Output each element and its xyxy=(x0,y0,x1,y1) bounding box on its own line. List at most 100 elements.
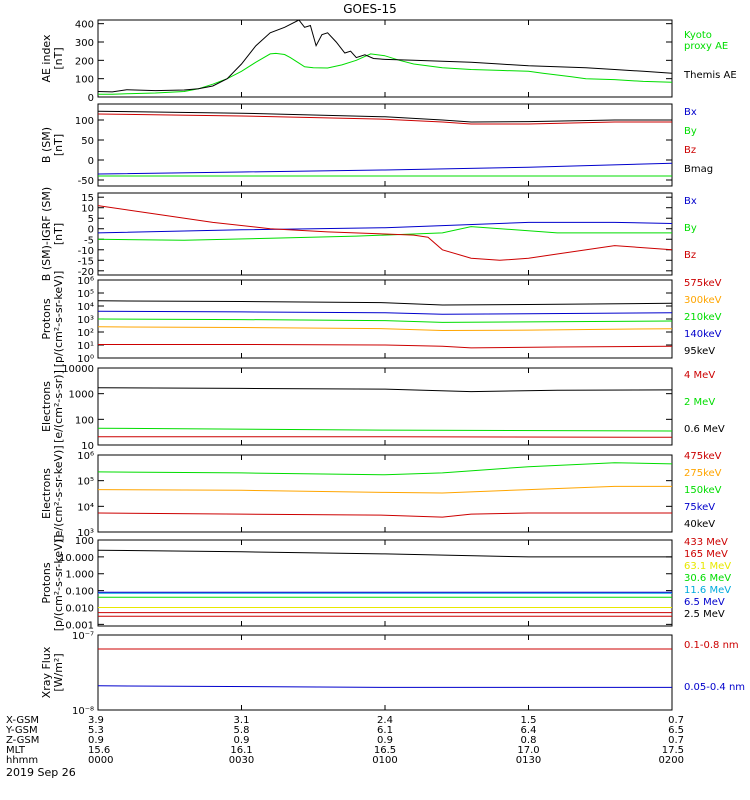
legend-entry: 63.1 MeV xyxy=(684,561,731,572)
legend-entry: Bx xyxy=(684,107,697,118)
time-row-value: 0.9 xyxy=(234,735,250,746)
y-tick-label: -15 xyxy=(78,256,94,267)
y-tick-label: 10¹ xyxy=(77,341,94,352)
series-line xyxy=(97,300,673,306)
legend-entry: 300keV xyxy=(684,295,722,306)
time-row-label: MLT xyxy=(6,745,26,756)
time-row-value: 0.8 xyxy=(521,735,537,746)
legend-entry: 210keV xyxy=(684,312,722,323)
time-row-value: 0030 xyxy=(229,755,254,766)
panel-8: 10⁻⁸ 10⁻⁷ Xray Flux [W/m²] 0.1-0.8 nm 0.05-0.… xyxy=(40,631,745,717)
figure-date: 2019 Sep 26 xyxy=(6,766,76,779)
time-row-value: 0200 xyxy=(659,755,684,766)
y-tick-label: 10⁵ xyxy=(77,477,94,488)
series-line xyxy=(97,310,673,315)
legend-entry: 575keV xyxy=(684,278,722,289)
y-tick-label: 50 xyxy=(81,136,94,147)
series-line xyxy=(97,226,672,241)
y-tick-label: 10⁴ xyxy=(77,502,94,513)
y-tick-label: -20 xyxy=(78,267,94,278)
legend-entry: 165 MeV xyxy=(684,549,728,560)
time-row-value: 5.8 xyxy=(234,725,250,736)
y-tick-label: 10⁻⁸ xyxy=(72,706,94,717)
legend-entry: 275keV xyxy=(684,468,722,479)
y-axis-label: [e/(cm²-s-sr)] xyxy=(52,370,65,443)
time-row-value: 0.9 xyxy=(88,735,104,746)
y-axis-label: [p/(cm²-s-sr-keV)] xyxy=(52,535,65,632)
y-tick-label: 10000 xyxy=(62,364,94,375)
legend-entry: 4 MeV xyxy=(684,370,715,381)
legend-entry: 95keV xyxy=(684,346,715,357)
legend-entry: By xyxy=(684,223,697,234)
y-tick-label: 200 xyxy=(75,56,94,67)
time-row-value: 17.0 xyxy=(517,745,539,756)
series-line xyxy=(97,462,673,476)
legend-entry: Themis AE xyxy=(683,70,737,81)
y-tick-label: 400 xyxy=(75,20,94,31)
y-tick-label: 15 xyxy=(81,193,94,204)
y-tick-label: 10⁻⁷ xyxy=(72,631,94,642)
y-axis-label: [nT] xyxy=(52,134,65,156)
legend-entry: 0.1-0.8 nm xyxy=(684,640,739,651)
series-line xyxy=(98,436,673,438)
legend-entry: 2 MeV xyxy=(684,397,715,408)
y-tick-label: 1.000 xyxy=(65,570,94,581)
y-tick-label: 10³ xyxy=(77,315,94,326)
series-line xyxy=(97,19,386,93)
y-tick-label: 10⁶ xyxy=(77,451,94,462)
panel-frame xyxy=(97,634,673,711)
series-line xyxy=(384,55,673,83)
time-row-value: 0.7 xyxy=(668,735,684,746)
series-line xyxy=(97,221,673,234)
time-row-value: 17.5 xyxy=(662,745,684,756)
series-line xyxy=(97,110,672,123)
y-tick-label: 10.000 xyxy=(59,553,94,564)
time-row-value: 3.1 xyxy=(234,715,250,726)
y-tick-label: 10⁴ xyxy=(77,302,94,313)
y-axis-label: B (SM) xyxy=(40,127,53,163)
panel-4: 10⁰ 10¹ 10² 10³ 10⁴ 10⁵ 10⁶ Protons [p/(cm²-s-sr… xyxy=(40,271,722,368)
y-axis-label: [W/m²] xyxy=(52,653,65,691)
series-line xyxy=(97,549,672,558)
time-row-value: 15.6 xyxy=(88,745,110,756)
legend-entry: 0.05-0.4 nm xyxy=(684,682,745,693)
panel-frame xyxy=(97,367,673,446)
series-line xyxy=(384,58,673,74)
y-tick-label: 0.001 xyxy=(65,620,94,631)
y-tick-label: -5 xyxy=(84,235,94,246)
y-tick-label: -10 xyxy=(78,246,94,257)
time-row-value: 0000 xyxy=(88,755,113,766)
legend-entry: Bx xyxy=(684,196,697,207)
y-tick-label: 10⁰ xyxy=(77,354,94,365)
y-tick-label: 10⁵ xyxy=(77,289,94,300)
y-tick-label: 0 xyxy=(88,156,94,167)
y-tick-label: 10⁶ xyxy=(77,276,94,287)
legend-entry: By xyxy=(684,126,697,137)
y-tick-label: 10² xyxy=(77,328,94,339)
y-axis-label: [nT] xyxy=(52,47,65,69)
series-line xyxy=(97,113,672,125)
panel-2: -50 0 50 100 B (SM) [nT] Bx By Bz Bmag xyxy=(40,103,713,187)
y-tick-label: 10 xyxy=(81,441,94,452)
y-tick-label: 10 xyxy=(81,204,94,215)
legend-entry: 150keV xyxy=(684,485,722,496)
panel-1: 0 100 200 300 400 AE index [nT] Kyoto proxy AE Th… xyxy=(40,19,737,104)
y-tick-label: 0 xyxy=(88,93,94,104)
y-axis-label: Protons xyxy=(40,298,53,339)
y-axis-label: Xray Flux xyxy=(40,646,53,698)
series-line xyxy=(97,485,672,494)
legend-entry: 11.6 MeV xyxy=(684,585,731,596)
series-line xyxy=(97,685,672,688)
legend-entry: 475keV xyxy=(684,451,722,462)
y-axis-label: AE index xyxy=(40,34,53,83)
y-axis-label: [e/(cm²-s-sr-keV)] xyxy=(52,445,65,541)
y-tick-label: 0.100 xyxy=(65,587,94,598)
time-row-value: 1.5 xyxy=(521,715,537,726)
y-tick-label: -50 xyxy=(78,176,94,187)
time-row-value: 6.5 xyxy=(668,725,684,736)
y-tick-label: 5 xyxy=(88,214,94,225)
legend-entry: 30.6 MeV xyxy=(684,573,731,584)
legend-entry: 75keV xyxy=(684,502,715,513)
y-tick-label: 0 xyxy=(88,225,94,236)
y-axis-label: [p/(cm²-s-sr-keV)] xyxy=(52,271,65,368)
